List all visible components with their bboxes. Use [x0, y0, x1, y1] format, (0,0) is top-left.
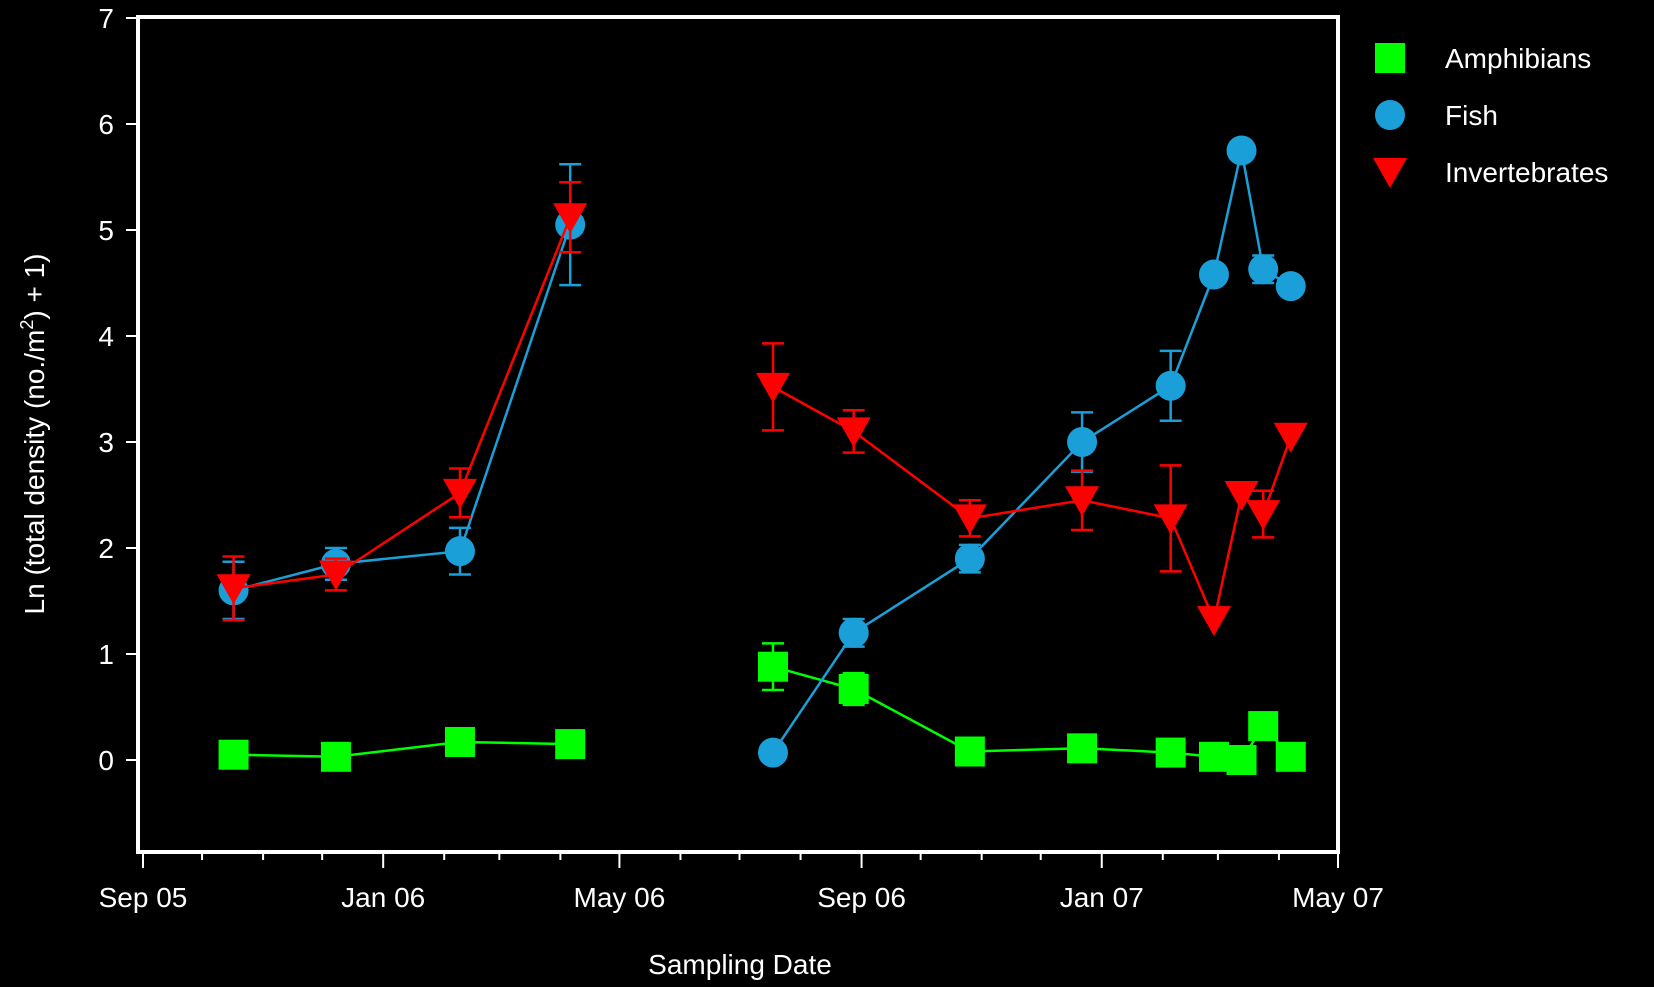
series-invertebrates [216, 181, 1308, 637]
y-axis-title-main: Ln (total density (no./m [19, 330, 50, 615]
data-point-fish [954, 543, 985, 574]
legend-label-invertebrates: Invertebrates [1445, 157, 1608, 188]
data-point-fish [1155, 370, 1186, 401]
y-tick-label: 7 [98, 3, 114, 34]
data-point-invertebrates [952, 504, 987, 535]
data-point-fish [1226, 135, 1257, 166]
series-layer [216, 135, 1308, 775]
y-tick-label: 5 [98, 215, 114, 246]
plot-frame [136, 15, 1340, 854]
data-point-fish [444, 536, 475, 567]
legend-label-fish: Fish [1445, 100, 1498, 131]
legend-marker-fish [1375, 100, 1405, 130]
y-axis-title-suffix: ) + 1) [19, 254, 50, 320]
data-point-amphibians [1275, 741, 1306, 772]
data-point-amphibians [1155, 737, 1186, 768]
y-axis-title: Ln (total density (no./m2) + 1) [17, 254, 50, 615]
data-point-fish [838, 617, 869, 648]
x-tick-label: May 07 [1292, 882, 1384, 913]
data-point-amphibians [1248, 711, 1279, 742]
x-axis-title: Sampling Date [648, 949, 832, 980]
x-axis: Sep 05 Jan 06 May 06 Sep 06 Jan 07 May 07 [99, 852, 1384, 913]
data-point-fish [1198, 259, 1229, 290]
legend-marker-amphibians [1375, 43, 1405, 73]
data-point-invertebrates [553, 203, 588, 234]
series-line-fish [233, 224, 572, 592]
y-axis-title-superscript: 2 [17, 320, 37, 330]
data-point-fish [1067, 427, 1098, 457]
data-point-invertebrates [836, 417, 871, 448]
data-point-invertebrates [1153, 504, 1188, 535]
data-point-amphibians [555, 729, 586, 760]
data-point-fish [1275, 271, 1306, 302]
data-point-invertebrates [1196, 606, 1231, 637]
data-point-amphibians [218, 739, 249, 770]
data-point-amphibians [1067, 733, 1098, 764]
x-tick-label: Jan 06 [341, 882, 425, 913]
series-line-amphibians [233, 740, 571, 759]
data-point-amphibians [320, 741, 351, 772]
y-axis: 0 1 2 3 4 5 6 7 [98, 3, 138, 776]
data-point-invertebrates [755, 372, 790, 403]
series-amphibians [218, 642, 1306, 775]
data-point-invertebrates [318, 560, 353, 591]
x-tick-label: Jan 07 [1060, 882, 1144, 913]
data-point-amphibians [838, 673, 869, 704]
y-tick-label: 4 [98, 321, 114, 352]
data-point-invertebrates [1224, 481, 1259, 511]
data-point-fish [1248, 254, 1279, 285]
data-point-amphibians [757, 651, 788, 682]
data-point-invertebrates [442, 478, 477, 509]
y-tick-label: 0 [98, 745, 114, 776]
x-tick-label: Sep 06 [817, 882, 906, 913]
legend-marker-invertebrates [1373, 158, 1407, 188]
y-tick-label: 6 [98, 109, 114, 140]
data-point-fish [757, 737, 788, 768]
series-fish [218, 135, 1306, 768]
legend: Amphibians Fish Invertebrates [1373, 43, 1608, 188]
data-point-amphibians [444, 726, 475, 757]
y-tick-label: 2 [98, 533, 114, 564]
legend-label-amphibians: Amphibians [1445, 43, 1591, 74]
data-point-invertebrates [1065, 486, 1100, 517]
data-point-invertebrates [216, 574, 251, 605]
data-point-invertebrates [1246, 500, 1281, 531]
x-tick-label: May 06 [574, 882, 666, 913]
data-point-invertebrates [1273, 422, 1308, 453]
data-point-amphibians [1198, 741, 1229, 772]
y-tick-label: 3 [98, 427, 114, 458]
y-tick-label: 1 [98, 639, 114, 670]
data-point-amphibians [954, 736, 985, 767]
x-tick-label: Sep 05 [99, 882, 188, 913]
data-point-amphibians [1226, 745, 1257, 775]
series-line-invertebrates [233, 216, 572, 590]
